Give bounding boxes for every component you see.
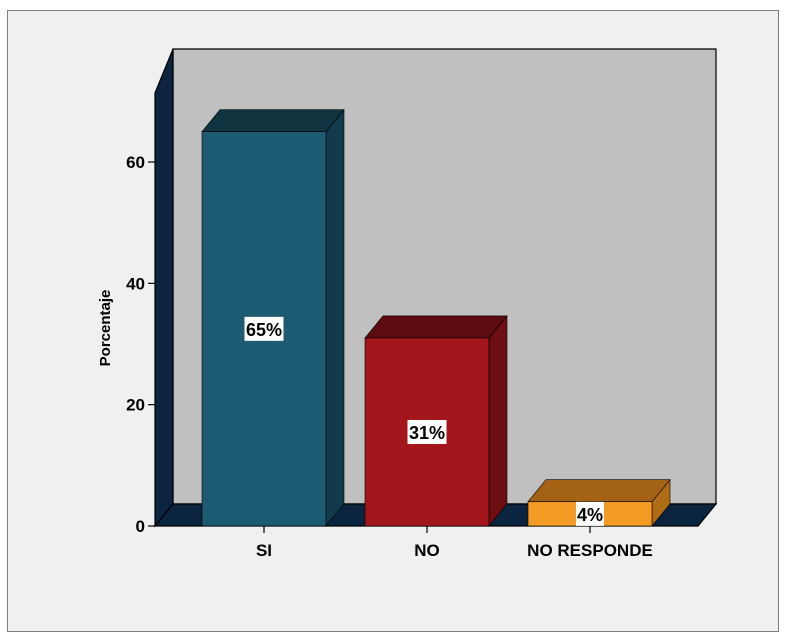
y-tick-label: 20 xyxy=(126,396,145,415)
x-tick-label: NO xyxy=(414,541,440,560)
data-label: 31% xyxy=(407,419,447,444)
data-label-box xyxy=(244,316,284,341)
data-label-text: 65% xyxy=(246,320,282,340)
data-label-box xyxy=(576,501,604,526)
y-tick-label: 60 xyxy=(126,153,145,172)
bar-side xyxy=(325,108,345,527)
data-label-text: 31% xyxy=(409,423,445,443)
side-wall xyxy=(154,48,174,528)
data-label-text: 4% xyxy=(577,505,603,525)
bar-no xyxy=(364,315,508,527)
bar-top xyxy=(364,315,508,339)
x-tick-label: SI xyxy=(256,541,272,560)
bar-side xyxy=(488,315,508,527)
y-axis-title: Porcentaje xyxy=(97,290,114,367)
bar-chart: 0 20 40 60 SI NO NO RESPONDE 65% 31% 4% Porcent… xyxy=(97,48,718,560)
data-label: 4% xyxy=(576,501,604,526)
y-tick-label: 40 xyxy=(126,274,145,293)
x-tick-label: NO RESPONDE xyxy=(527,541,653,560)
chart-frame: 0 20 40 60 SI NO NO RESPONDE 65% 31% 4% Porcent… xyxy=(7,10,779,632)
data-label-box xyxy=(407,419,447,444)
bar-top xyxy=(527,479,671,503)
y-tick-label: 0 xyxy=(136,517,145,536)
bar-top xyxy=(201,109,345,132)
data-label: 65% xyxy=(244,316,284,341)
